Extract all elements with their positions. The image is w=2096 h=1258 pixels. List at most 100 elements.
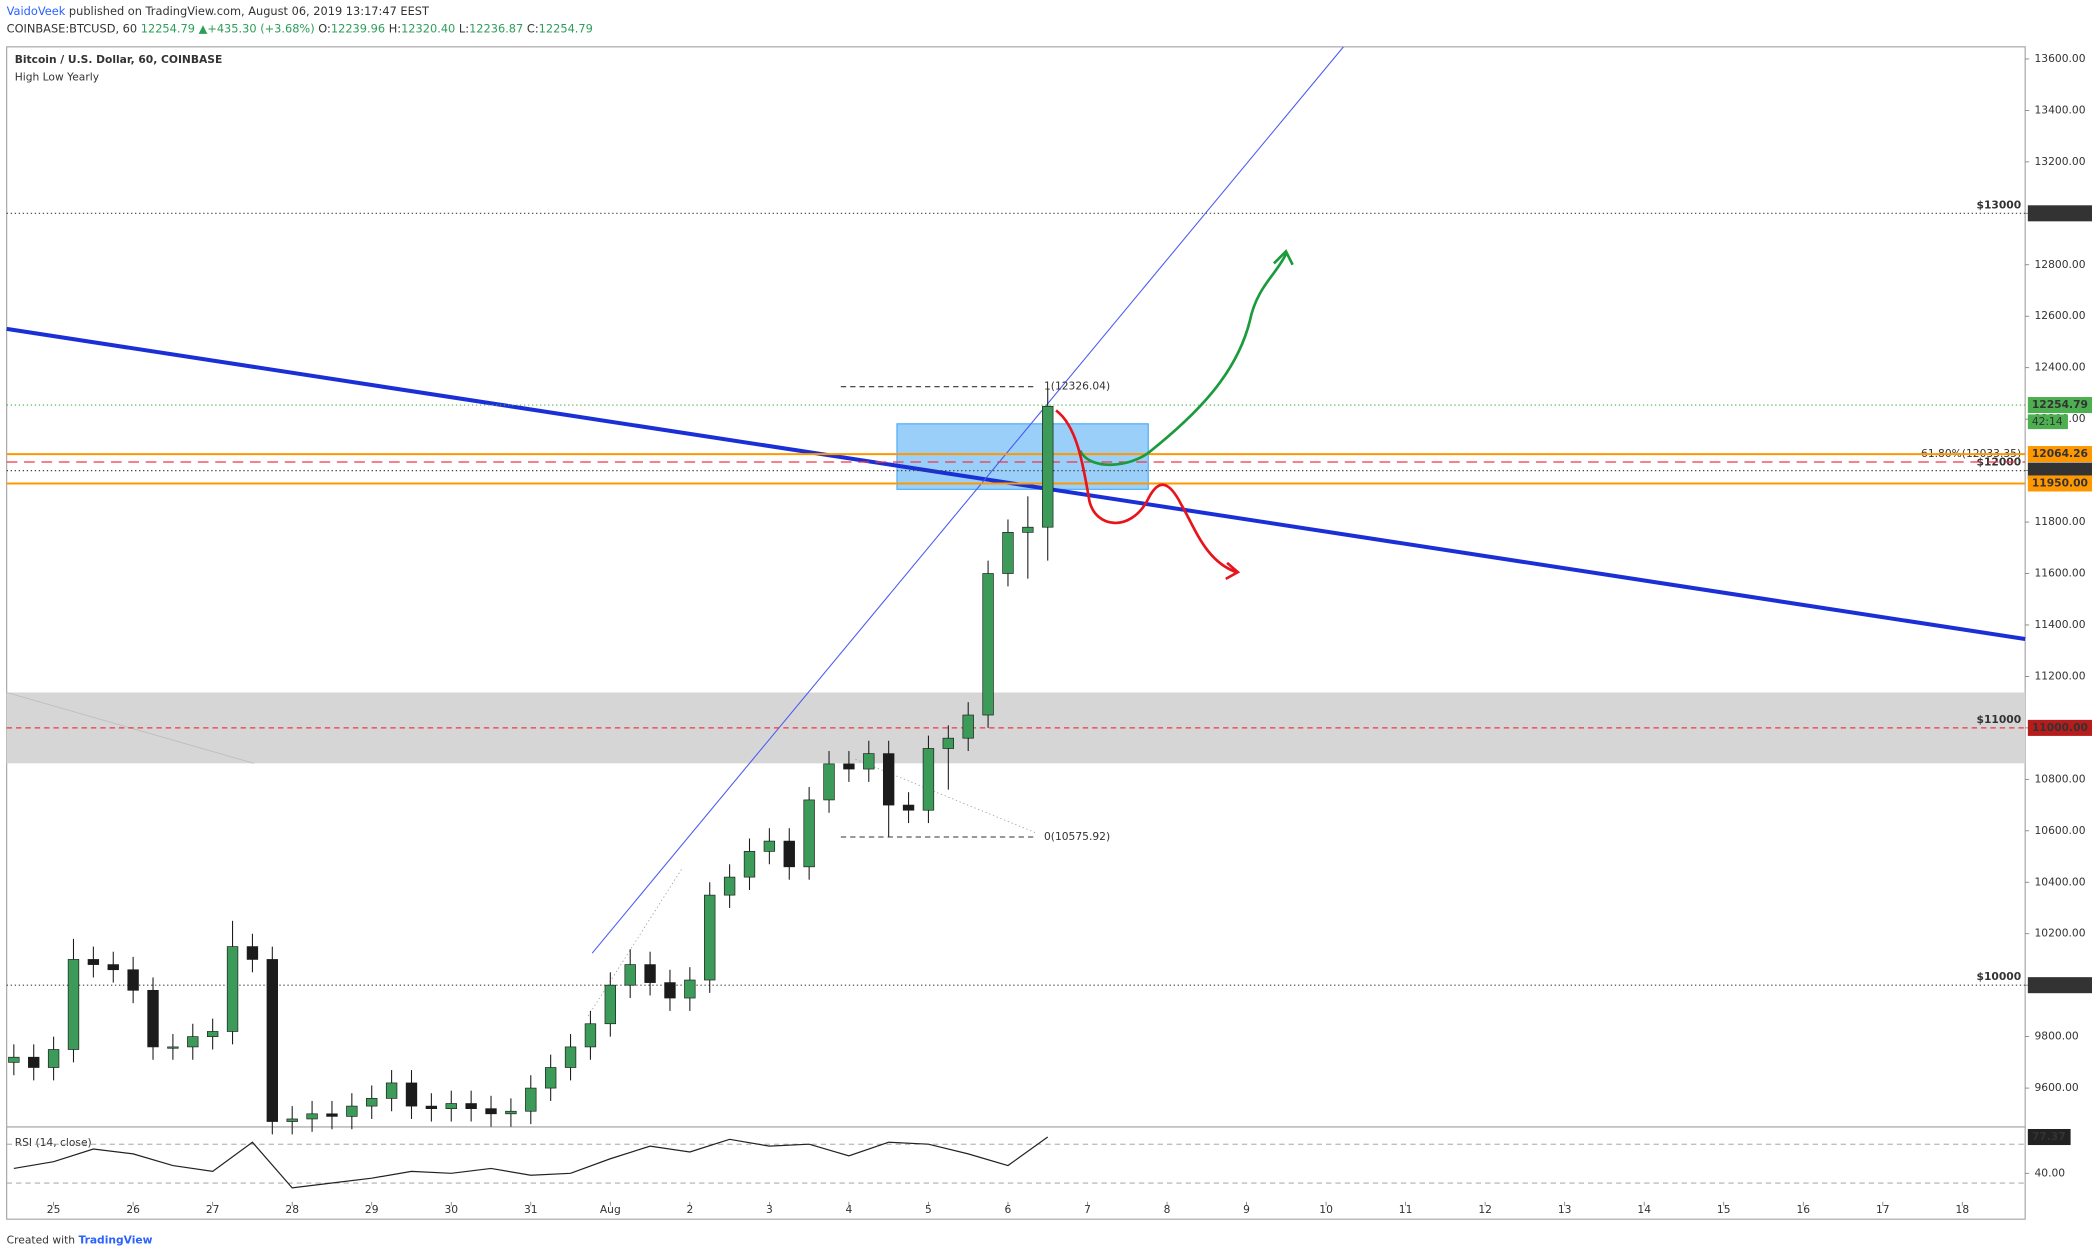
level-label: $10000 [1977,970,2022,983]
countdown-box [2027,414,2068,430]
last: 12254.79 [141,21,195,35]
bull-arrow [1078,253,1288,467]
candle-body [67,959,80,1050]
y-tick-label: 10400.00 [2035,875,2086,888]
candle-body [28,1056,40,1068]
candle-body [564,1046,577,1068]
level-label: $13000 [1977,198,2022,211]
candle-body [87,959,100,965]
candle-body [385,1082,398,1099]
candle-body [405,1082,418,1107]
candle-body [127,969,139,991]
y-tick-label: 13600.00 [2035,52,2086,65]
countdown: 42:14 [2032,415,2063,428]
candle-body [306,1113,318,1120]
x-tick-label: 26 [126,1203,140,1216]
candle-body [47,1049,60,1068]
fib-label: 0(10575.92) [1044,830,1110,843]
fib-label: 1(12326.04) [1044,380,1110,393]
ohlc-key: H: [389,21,401,35]
y-tick-label: 10600.00 [2035,824,2086,837]
y-tick-label: 12600.00 [2035,309,2086,322]
candle-body [624,964,636,986]
candle-body [584,1023,597,1048]
x-tick-label: 4 [845,1203,852,1216]
published: published on TradingView.com, August 06,… [69,4,429,18]
x-tick-label: 14 [1637,1203,1651,1216]
ohlc-value: 12320.40 [401,21,455,35]
price-label: 12000.00 [2032,464,2088,477]
x-tick-label: 28 [285,1203,299,1216]
x-tick-label: 18 [1956,1203,1970,1216]
y-tick-label: 11400.00 [2035,618,2086,631]
level-label: $12000 [1977,456,2022,469]
y-tick-label: 11200.00 [2035,669,2086,682]
ohlc-key: O: [318,21,331,35]
x-tick-label: 16 [1796,1203,1810,1216]
candle-body [823,763,835,801]
rsi-tick-label: 40.00 [2035,1166,2066,1179]
author[interactable]: VaidoVeek [7,4,66,18]
x-tick-label: 17 [1876,1203,1890,1216]
ohlc-key: L: [459,21,469,35]
candle-body [425,1105,438,1110]
candle-body [684,979,696,999]
x-tick-label: 9 [1243,1203,1250,1216]
y-tick-label: 11600.00 [2035,567,2086,580]
bear-arrow-head [1225,561,1241,581]
x-tick-label: 31 [524,1203,538,1216]
y-tick-label: 13200.00 [2035,155,2086,168]
y-tick-label: 9600.00 [2035,1081,2079,1094]
x-tick-label: 12 [1478,1203,1492,1216]
candle-body [1002,532,1014,574]
price-label-box [2027,719,2092,736]
candle-body [803,799,815,868]
candle-body [286,1118,298,1122]
level-label: $11000 [1977,713,2022,726]
candle-body [366,1098,378,1107]
symbol: COINBASE:BTCUSD, 60 [7,21,137,35]
x-tick-label: 8 [1164,1203,1171,1216]
footer-brand[interactable]: TradingView [78,1234,152,1247]
candle-body [445,1103,457,1110]
candle-body [525,1087,537,1112]
y-tick-label: 10200.00 [2035,927,2086,940]
footer-text: Created with [7,1234,75,1247]
ohlc-value: 12254.79 [539,21,593,35]
candle-body [644,964,656,983]
candle-body [206,1031,219,1037]
x-tick-label: 10 [1319,1203,1333,1216]
header-line: VaidoVeek published on TradingView.com, … [7,4,429,18]
x-tick-label: 15 [1717,1203,1731,1216]
candles [8,388,1054,1135]
chart-frame [6,46,2026,1220]
candle-body [167,1046,179,1049]
candle-body [485,1108,497,1115]
x-tick-label: 7 [1084,1203,1091,1216]
candle-body [982,573,994,716]
x-tick-label: Aug [600,1203,621,1216]
candle-body [743,851,756,878]
price-label: 13000.00 [2032,206,2088,219]
rsi-last-label: 77.37 [2032,1130,2066,1143]
resistance-box [896,423,1149,490]
candle-body [1042,405,1054,528]
x-tick-label: 25 [47,1203,61,1216]
candle-body [843,763,855,770]
rsi-last-box [2027,1128,2071,1146]
candle-body [465,1103,477,1110]
ohlc-value: 12239.96 [331,21,385,35]
change: ▲+435.30 (+3.68%) [199,21,315,35]
rsi-title: RSI (14, close) [15,1136,92,1149]
candle-body [942,737,954,749]
y-tick-label: 12400.00 [2035,361,2086,374]
candle-body [723,876,736,896]
x-tick-label: 11 [1399,1203,1413,1216]
y-tick-label: 9800.00 [2035,1030,2079,1043]
candle-body [882,753,895,806]
indicator-name: High Low Yearly [15,71,99,84]
price-label-box [2027,475,2092,492]
price-label: 10000.00 [2032,978,2088,991]
candle-body [107,964,119,971]
